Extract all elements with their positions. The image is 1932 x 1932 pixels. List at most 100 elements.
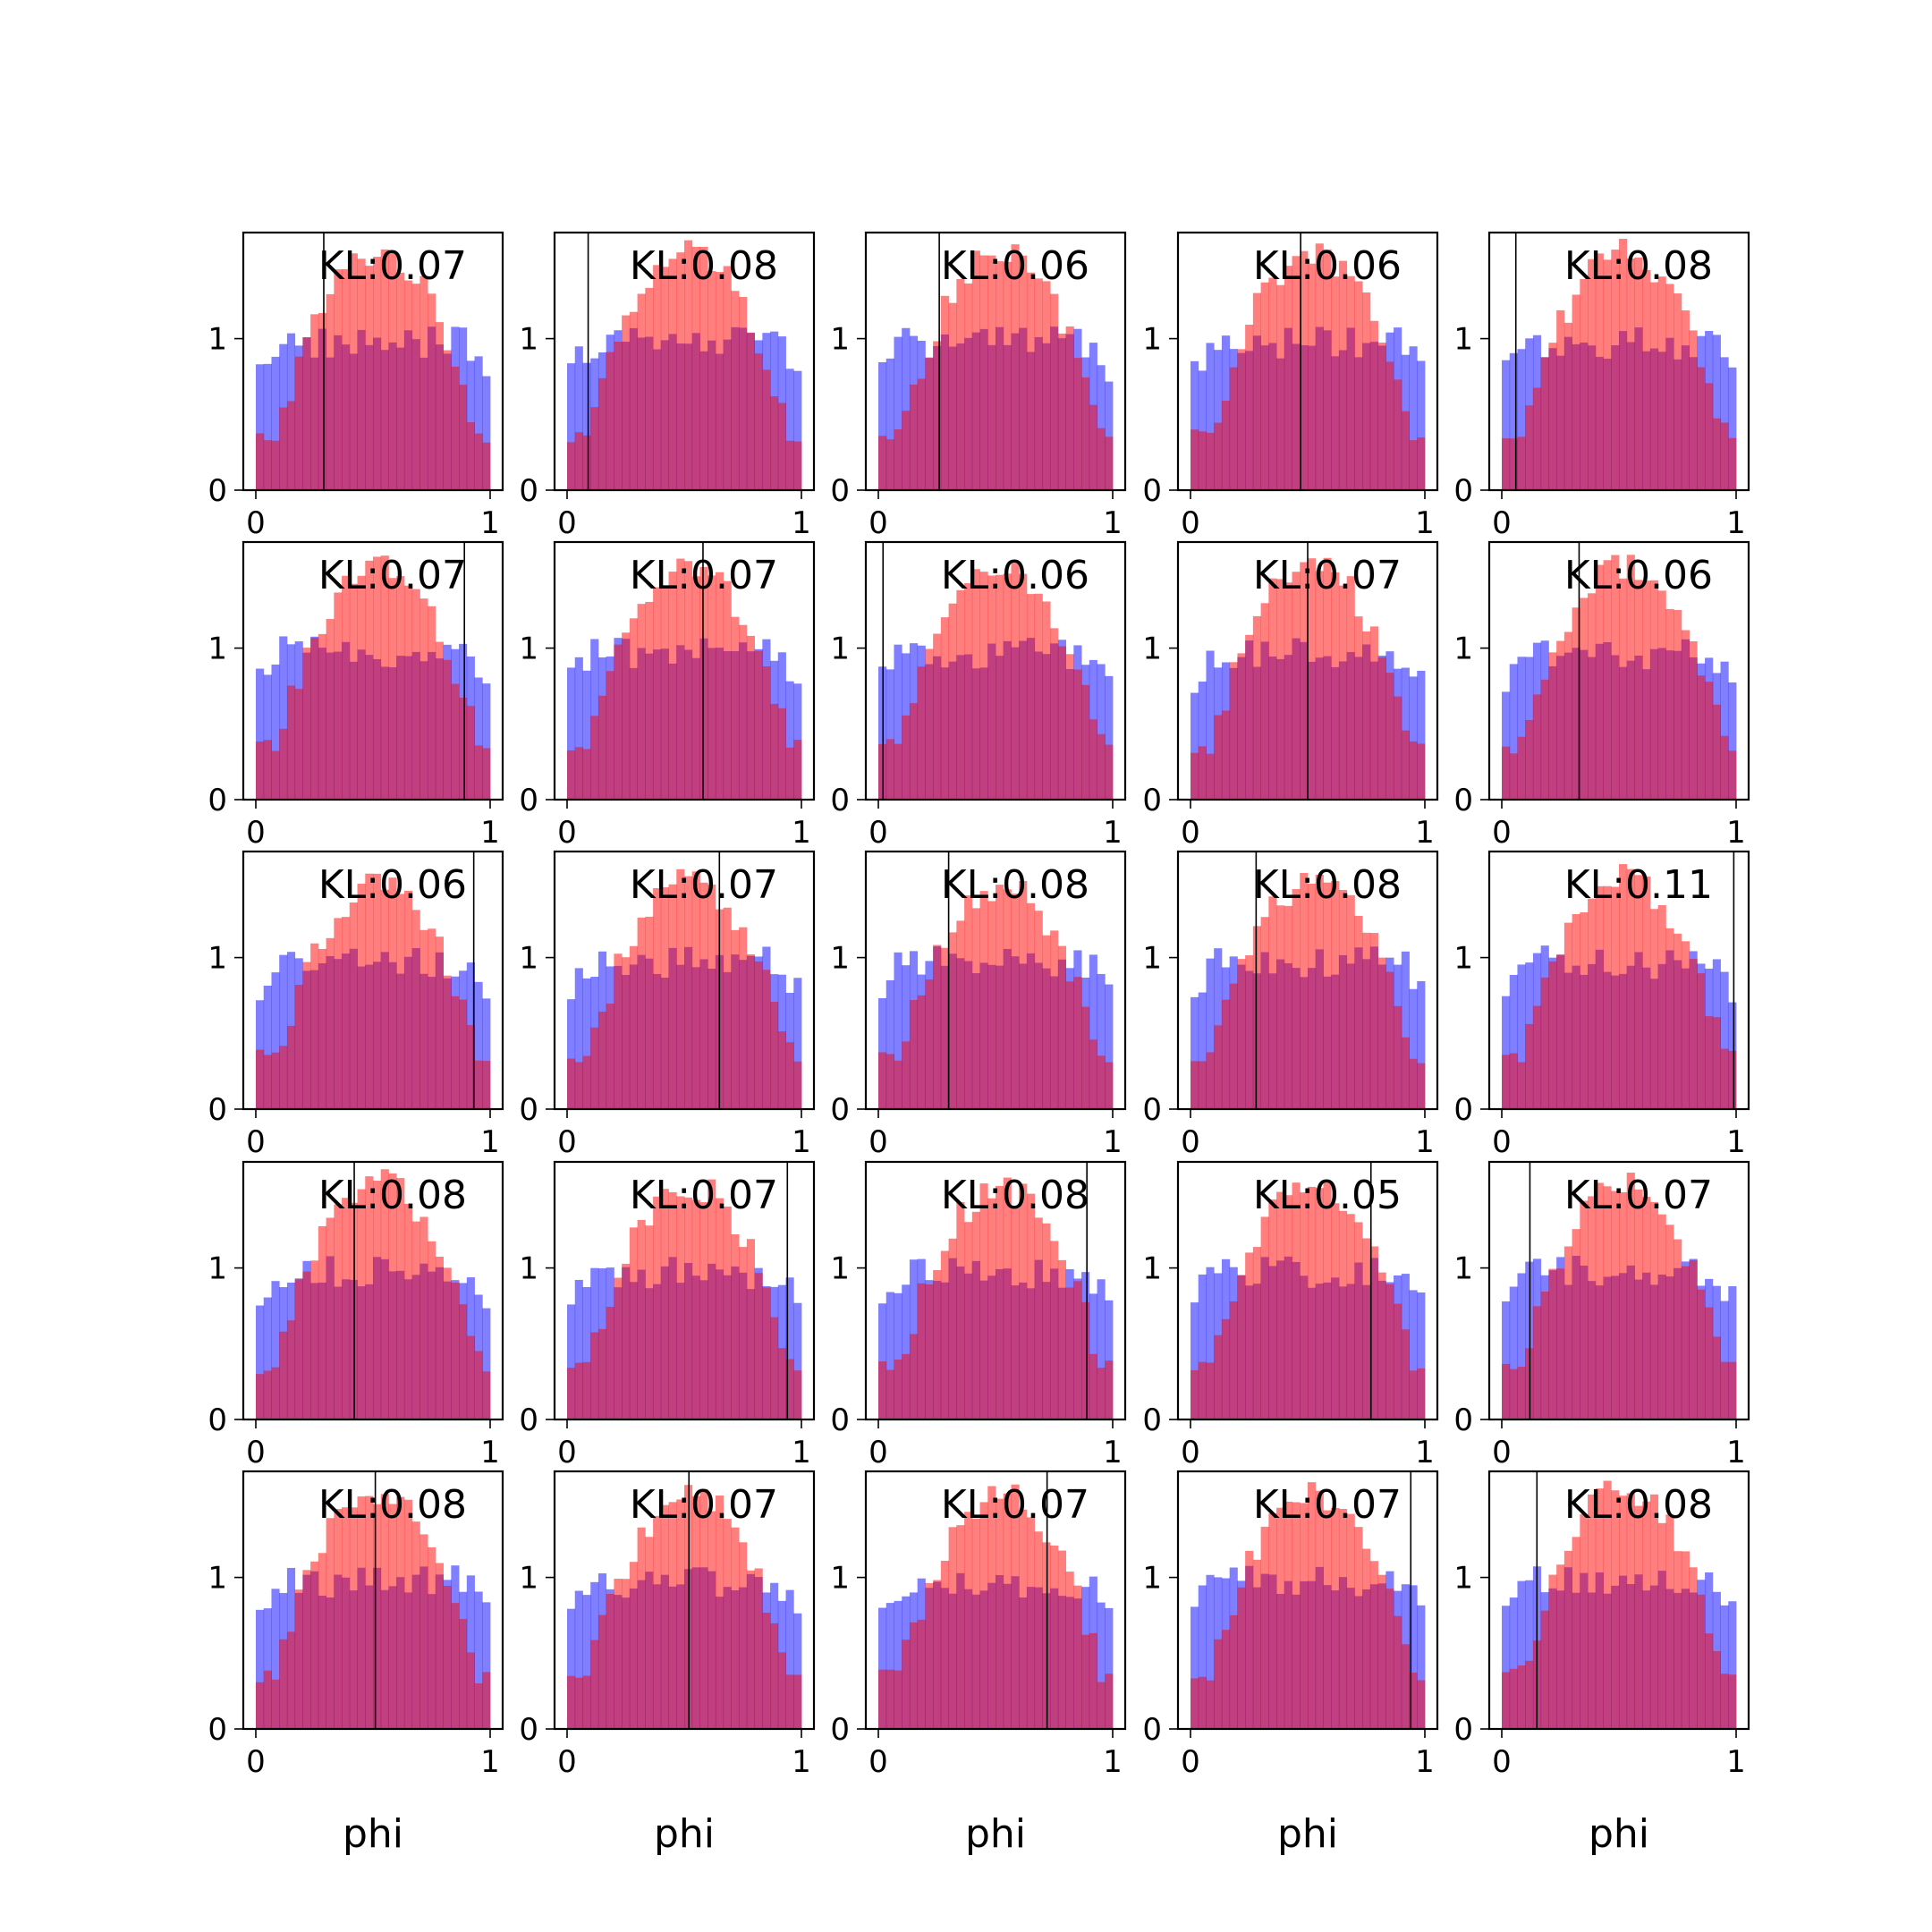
red-bar: [1517, 1665, 1526, 1729]
panel-frame: [553, 1470, 816, 1731]
red-bar: [403, 585, 413, 800]
blue-bar: [1502, 1301, 1511, 1419]
red-bar: [1034, 911, 1043, 1109]
red-bar: [886, 1669, 894, 1729]
red-bar: [590, 716, 599, 800]
red-bar: [365, 560, 374, 800]
red-bar: [1214, 1335, 1223, 1419]
red-bar: [388, 1504, 397, 1729]
blue-bar: [1417, 1292, 1426, 1419]
red-bar: [1580, 1514, 1589, 1729]
red-bar: [739, 1542, 748, 1729]
red-bar: [723, 580, 732, 800]
red-bar: [739, 624, 748, 800]
red-bar: [1689, 1259, 1698, 1419]
x-tick-label: 0: [869, 1744, 888, 1780]
red-bar: [645, 916, 654, 1109]
red-bar: [1705, 1016, 1714, 1109]
red-bar: [302, 648, 311, 800]
red-bar: [1284, 582, 1292, 800]
red-bar: [1369, 1561, 1378, 1729]
x-tick-label: 1: [792, 1744, 811, 1780]
red-bar: [459, 999, 468, 1109]
x-tick-label: 0: [869, 1124, 888, 1160]
red-bar: [987, 575, 996, 800]
red-bar: [1260, 1526, 1269, 1729]
red-bar: [342, 1198, 351, 1419]
red-bar: [731, 929, 740, 1109]
blue-bar: [1409, 1290, 1418, 1419]
blue-bar: [1214, 350, 1223, 490]
red-bar: [660, 1504, 669, 1729]
red-bar: [1517, 1062, 1526, 1109]
red-bar: [754, 353, 763, 490]
red-bar: [1245, 634, 1254, 800]
panel-2-5: 0 1 0 1 KL:0.06: [1453, 540, 1750, 851]
kl-label: KL:0.07: [630, 1173, 778, 1218]
red-bar: [1642, 877, 1651, 1109]
red-bar: [1588, 593, 1597, 800]
red-bar: [1206, 432, 1215, 490]
x-tick-label: 0: [869, 815, 888, 851]
red-bar: [1315, 243, 1324, 490]
blue-bar: [271, 1589, 280, 1729]
blue-bar: [263, 1608, 272, 1729]
red-bar: [567, 750, 576, 800]
red-bar: [1300, 1192, 1309, 1419]
red-bar: [653, 1515, 662, 1729]
red-bar: [629, 945, 638, 1109]
red-bar: [1338, 889, 1348, 1109]
panel-frame: [864, 540, 1127, 801]
y-tick-label: 0: [830, 1402, 850, 1438]
red-bar: [1229, 1614, 1238, 1729]
red-bar: [894, 1360, 902, 1419]
red-bar: [933, 1270, 942, 1419]
red-bar: [286, 1025, 296, 1109]
blue-bar: [1720, 1605, 1729, 1729]
red-bar: [1556, 1268, 1565, 1419]
red-bar: [1665, 1224, 1674, 1419]
blue-bar: [582, 670, 591, 800]
red-bar: [731, 616, 740, 800]
blue-bar: [567, 1304, 576, 1419]
red-bar: [1105, 1674, 1114, 1729]
y-tick-label: 1: [830, 631, 850, 667]
blue-bar: [474, 677, 483, 800]
red-bar: [1011, 244, 1020, 490]
y-tick-label: 0: [830, 1712, 850, 1748]
red-bar: [1300, 1503, 1309, 1729]
red-bar: [435, 322, 444, 490]
red-bar: [754, 650, 763, 800]
red-bar: [902, 411, 911, 490]
x-tick-label: 0: [246, 815, 266, 851]
red-bar: [715, 272, 724, 490]
blue-bar: [1525, 1580, 1534, 1729]
blue-bar: [474, 356, 483, 490]
x-axis-label: phi: [343, 1811, 403, 1857]
red-bar: [1308, 1186, 1317, 1419]
red-bar: [762, 1613, 771, 1729]
blue-bar: [279, 954, 288, 1109]
kl-label: KL:0.06: [1253, 243, 1402, 289]
red-bar: [770, 396, 779, 490]
red-bar: [1221, 710, 1231, 800]
red-bar: [746, 953, 755, 1109]
kl-label: KL:0.08: [941, 1173, 1089, 1218]
red-bar: [762, 369, 771, 490]
kl-label: KL:0.07: [318, 553, 467, 598]
kl-label: KL:0.07: [941, 1482, 1089, 1528]
red-bar: [574, 432, 583, 490]
red-bar: [1720, 1361, 1729, 1419]
red-bar: [629, 1562, 638, 1729]
red-bar: [1689, 641, 1698, 800]
red-bar: [1003, 1177, 1012, 1419]
y-tick-label: 1: [208, 1251, 227, 1287]
y-tick-label: 0: [1453, 1402, 1473, 1438]
red-bar: [451, 1283, 460, 1419]
blue-bar: [785, 1589, 794, 1729]
red-bar: [1206, 1680, 1215, 1729]
red-bar: [1705, 1307, 1714, 1419]
kl-label: KL:0.05: [1253, 1173, 1402, 1218]
red-bar: [622, 957, 631, 1109]
y-tick-label: 0: [519, 1402, 538, 1438]
